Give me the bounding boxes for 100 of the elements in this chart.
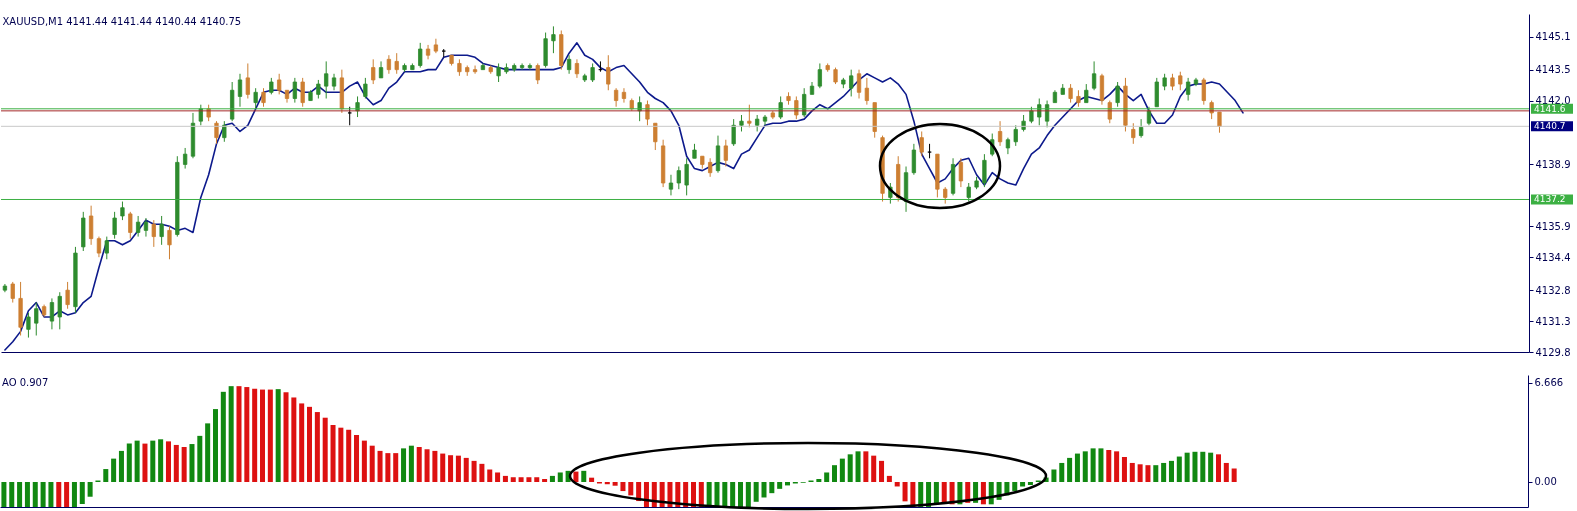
bar (628, 482, 634, 496)
candlestick (96, 236, 102, 258)
bar (142, 443, 148, 482)
bar (205, 423, 211, 482)
bar (620, 482, 626, 492)
bar (228, 386, 234, 482)
bar (510, 477, 516, 482)
bar (918, 482, 924, 507)
bar (385, 453, 391, 482)
bar (416, 447, 422, 482)
bar (377, 450, 383, 482)
y-tick-label: 4135.9 (1535, 220, 1571, 232)
candlestick (104, 236, 109, 260)
bar (863, 451, 869, 482)
candlestick (574, 58, 580, 79)
bar (314, 412, 320, 482)
candlestick (371, 58, 376, 85)
candlestick (519, 62, 525, 71)
candlestick (1217, 111, 1222, 134)
bar (643, 482, 649, 507)
candlestick (300, 77, 305, 108)
bar (769, 482, 775, 494)
bar (1027, 482, 1033, 485)
y-tick-label: 4131.3 (1535, 315, 1571, 327)
bar (847, 454, 853, 482)
bar (1192, 451, 1198, 482)
candlestick (136, 215, 141, 238)
bar (871, 455, 877, 482)
bar (1012, 482, 1018, 491)
bar (542, 479, 548, 482)
bar (1074, 453, 1080, 482)
candlestick (496, 62, 501, 83)
candlestick (1115, 81, 1120, 108)
bar (158, 439, 164, 482)
bar (753, 482, 759, 502)
bar (1208, 452, 1214, 482)
bar (832, 465, 838, 482)
candlestick (394, 52, 399, 75)
bar (408, 445, 414, 482)
candlestick (911, 143, 917, 176)
bar (886, 475, 892, 482)
candlestick (347, 106, 352, 126)
bar (667, 482, 673, 507)
bar (103, 469, 109, 482)
bar (737, 482, 743, 507)
candlestick (112, 211, 117, 240)
candlestick (167, 225, 172, 260)
bar (212, 409, 218, 482)
y-tick-label: 4143.5 (1535, 64, 1571, 76)
bar (283, 392, 289, 482)
bar (1176, 456, 1182, 482)
candlestick (527, 62, 533, 71)
bar (730, 482, 736, 507)
bar (346, 429, 352, 482)
candlestick (958, 157, 964, 188)
bar (933, 482, 939, 505)
bar (706, 482, 712, 507)
bar (9, 482, 15, 507)
bar (761, 482, 767, 498)
bar (518, 477, 524, 482)
bar (56, 482, 62, 507)
candlestick (535, 62, 540, 85)
candlestick (26, 312, 31, 339)
bar (291, 397, 297, 482)
bar (189, 444, 195, 482)
bar (448, 455, 454, 482)
bar (816, 479, 822, 482)
candlestick (237, 73, 243, 108)
bar (361, 440, 367, 482)
candlestick (245, 62, 250, 99)
bar (393, 453, 399, 482)
candlestick (566, 54, 572, 75)
bar (471, 460, 477, 482)
bar (1067, 457, 1073, 482)
bar (150, 440, 156, 482)
bar (549, 475, 555, 482)
bar (1161, 462, 1167, 482)
bar (1098, 448, 1104, 482)
bar (1215, 454, 1221, 482)
candlestick (590, 62, 595, 83)
bar (589, 477, 595, 482)
bar (79, 482, 85, 505)
y-tick-label: 4145.1 (1535, 31, 1571, 43)
bar (173, 444, 179, 482)
candlestick (551, 25, 556, 54)
bar (322, 417, 328, 482)
bar (1184, 452, 1190, 482)
bar (267, 389, 273, 482)
bar (745, 482, 751, 507)
bar (839, 458, 845, 482)
candlestick (88, 205, 94, 246)
bar (275, 389, 281, 482)
candlestick (966, 182, 971, 203)
candlestick (57, 291, 62, 330)
ref-line-label: 4140.7 (1534, 121, 1566, 132)
candlestick (676, 166, 681, 190)
candlestick (128, 211, 133, 240)
bar (1168, 460, 1174, 482)
candlestick (856, 69, 862, 99)
candlestick (653, 122, 658, 151)
